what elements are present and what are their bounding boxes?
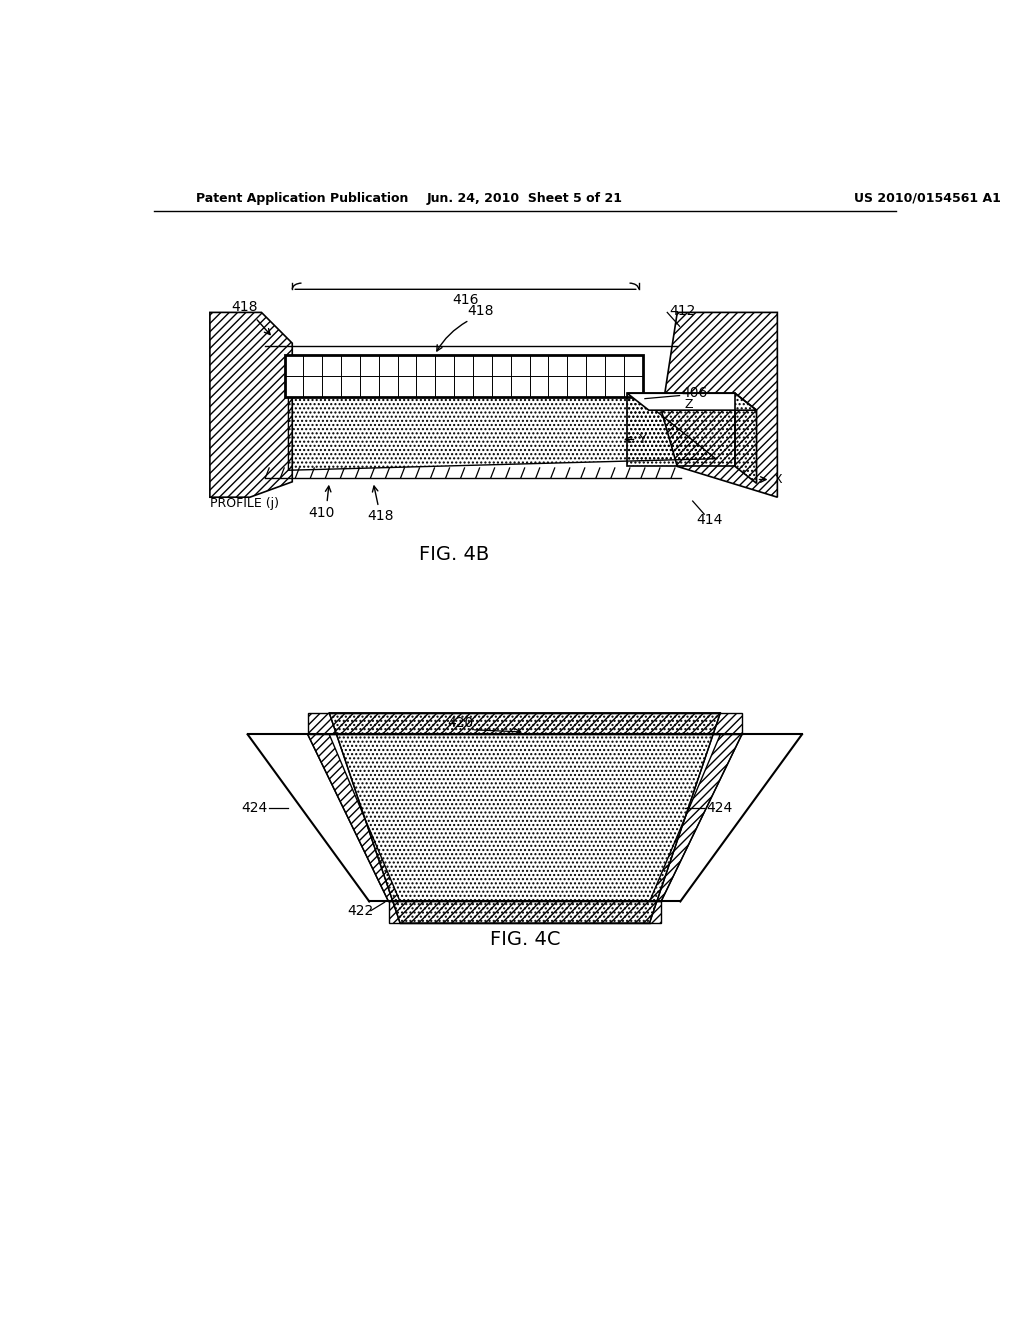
Text: X: X: [773, 473, 782, 486]
Text: 422: 422: [347, 904, 373, 919]
Text: FIG. 4B: FIG. 4B: [419, 545, 489, 565]
Text: 414: 414: [696, 513, 723, 527]
Text: 420: 420: [447, 715, 473, 730]
Text: 410: 410: [308, 506, 335, 520]
Text: 418: 418: [231, 300, 258, 314]
Text: US 2010/0154561 A1: US 2010/0154561 A1: [854, 191, 1001, 205]
Polygon shape: [649, 734, 742, 902]
Polygon shape: [307, 734, 400, 902]
Text: 418: 418: [468, 304, 495, 318]
Polygon shape: [662, 313, 777, 498]
Bar: [285, 355, 643, 397]
Text: FIG. 4C: FIG. 4C: [489, 931, 560, 949]
Polygon shape: [210, 313, 292, 498]
Text: 418: 418: [368, 510, 394, 524]
Text: 412: 412: [670, 304, 696, 318]
Polygon shape: [248, 734, 802, 902]
Text: Z: Z: [685, 399, 693, 412]
Polygon shape: [388, 902, 662, 923]
Polygon shape: [307, 713, 742, 734]
Text: 416: 416: [453, 293, 479, 308]
Text: Jun. 24, 2010  Sheet 5 of 21: Jun. 24, 2010 Sheet 5 of 21: [427, 191, 623, 205]
Text: PROFILE (j): PROFILE (j): [210, 496, 279, 510]
Text: Patent Application Publication: Patent Application Publication: [196, 191, 409, 205]
Text: 424: 424: [242, 800, 267, 814]
Text: 424: 424: [707, 800, 733, 814]
Text: 406: 406: [681, 387, 708, 400]
Text: Y: Y: [639, 433, 646, 446]
Polygon shape: [628, 393, 757, 411]
